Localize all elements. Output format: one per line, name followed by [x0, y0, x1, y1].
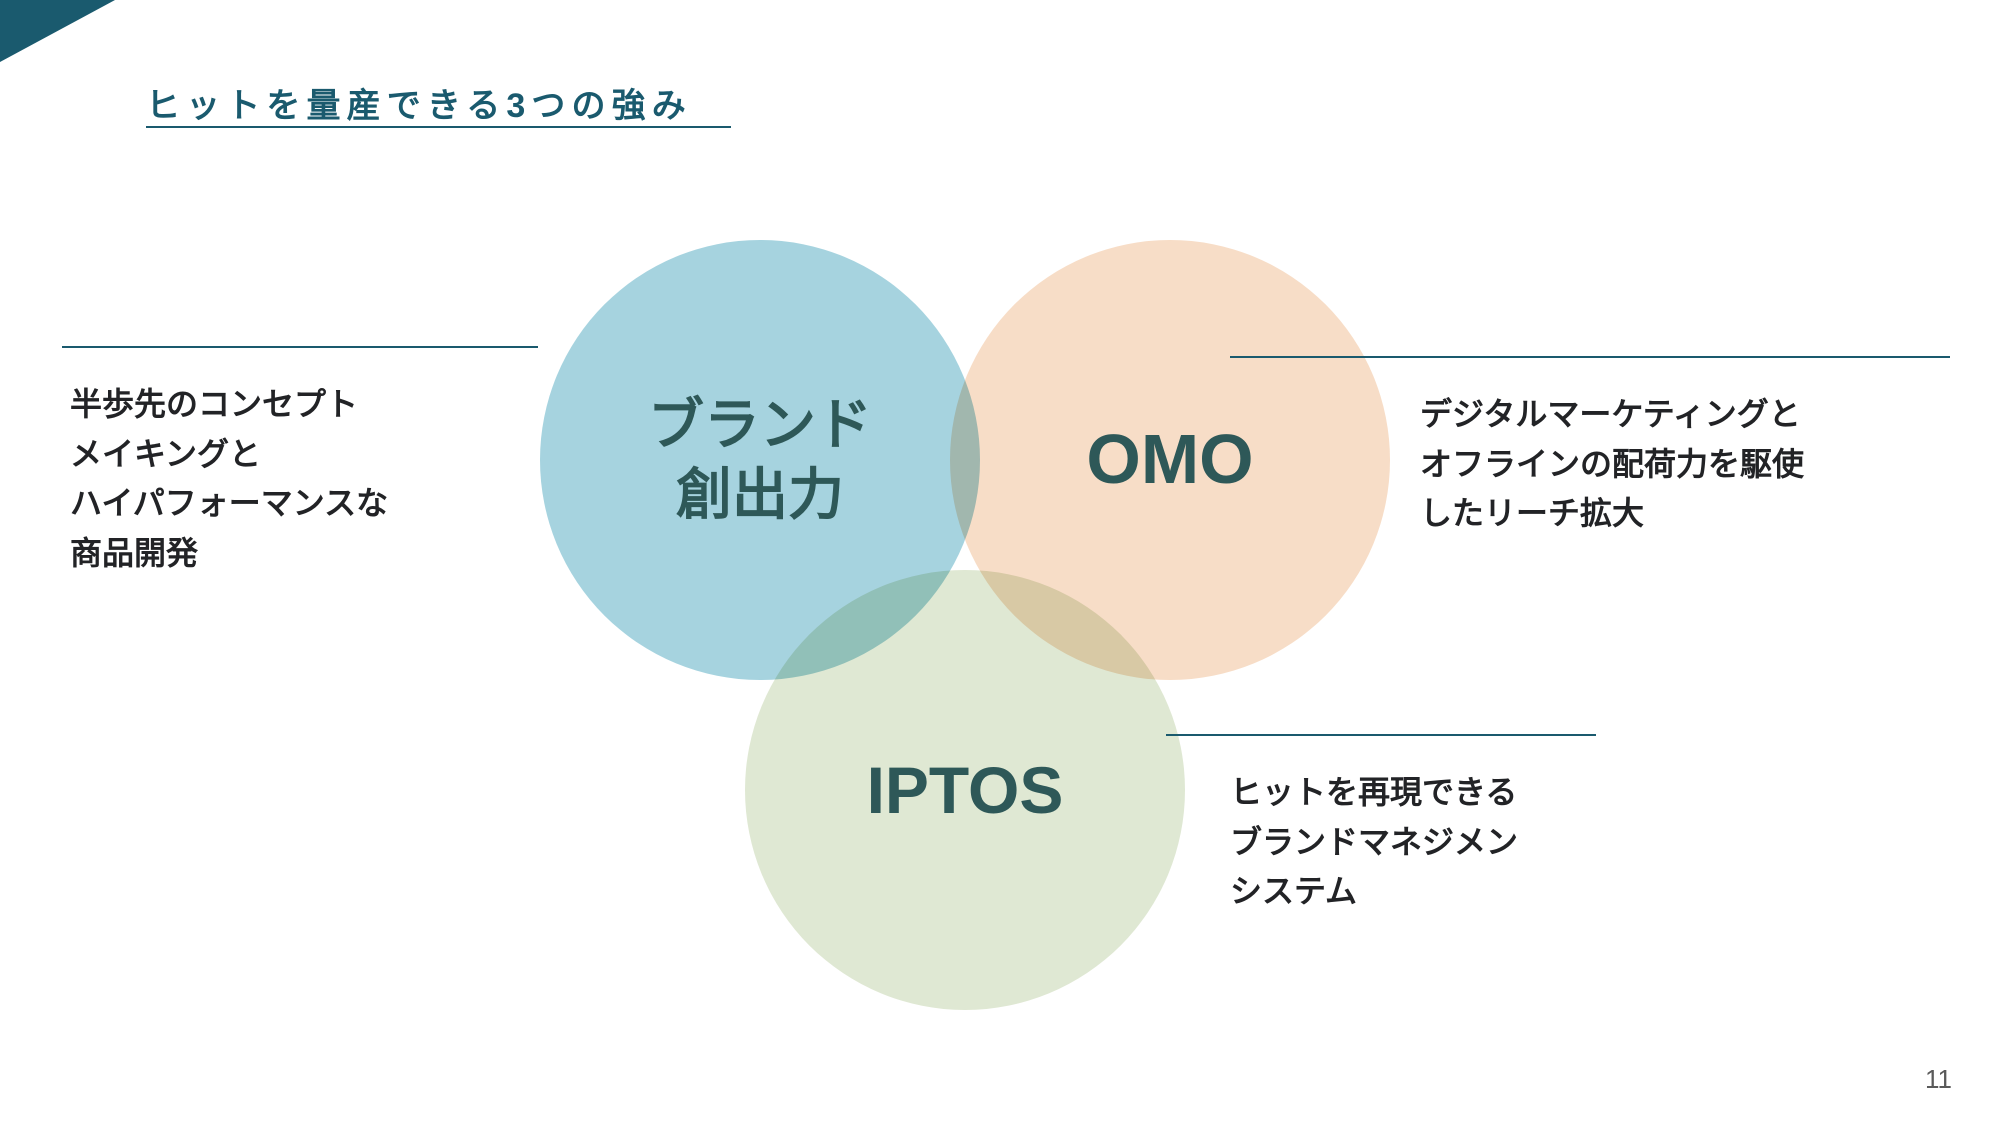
venn-circle-label-brand: ブランド 創出力 — [648, 390, 872, 530]
brand-desc: 半歩先のコンセプト メイキングと ハイパフォーマンスな 商品開発 — [70, 380, 388, 578]
iptos-desc: ヒットを再現できる ブランドマネジメン システム — [1230, 768, 1518, 917]
venn-circle-label-iptos: IPTOS — [867, 749, 1064, 832]
slide-title-underline — [146, 126, 731, 128]
omo-desc-rule — [1230, 356, 1950, 358]
corner-accent — [0, 0, 115, 62]
iptos-desc-rule — [1166, 734, 1596, 736]
slide-title: ヒットを量産できる3つの強み — [146, 78, 692, 127]
venn-circle-label-omo: OMO — [1086, 416, 1253, 504]
brand-desc-rule — [62, 346, 538, 348]
venn-circle-iptos: IPTOS — [745, 570, 1185, 1010]
page-number: 11 — [1925, 1064, 1952, 1095]
omo-desc: デジタルマーケティングと オフラインの配荷力を駆使 したリーチ拡大 — [1420, 390, 1804, 539]
